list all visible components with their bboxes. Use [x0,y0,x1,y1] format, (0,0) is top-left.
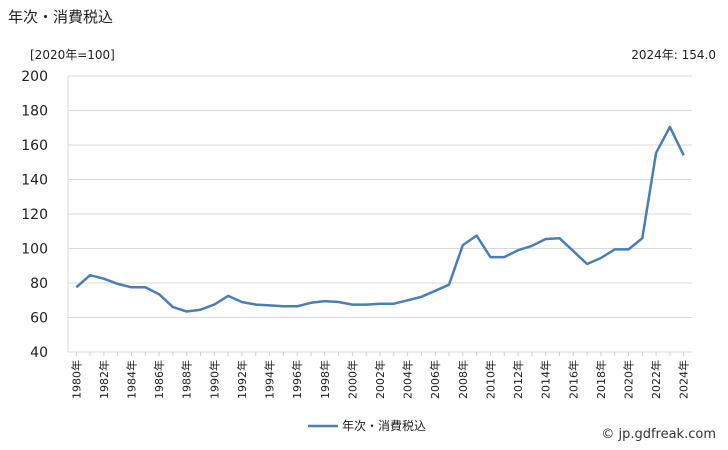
x-axis-ticks: 1980年 1982年 1984年 1986年 1988年 1990年 1992年 1994年… [69,352,691,399]
y-axis-ticks: 40 60 80 100 120 140 160 180 200 [21,69,48,361]
y-tick-label: 160 [21,138,48,154]
legend: 年次・消費税込 [308,418,426,433]
x-tick-label: 1988年 [180,360,194,399]
y-tick-label: 60 [30,311,48,327]
x-tick-label: 1980年 [69,360,83,399]
y-tick-label: 40 [30,345,48,361]
y-tick-label: 120 [21,207,48,223]
x-tick-label: 2014年 [539,360,553,399]
x-tick-label: 2004年 [401,360,415,399]
y-tick-label: 140 [21,173,48,189]
y-tick-label: 80 [30,276,48,292]
x-tick-label: 1992年 [235,360,249,399]
source-credit: © jp.gdfreak.com [601,427,716,442]
x-tick-label: 1984年 [125,360,139,399]
series-layer [75,125,685,313]
x-tick-label: 1990年 [207,360,221,399]
x-tick-label: 2010年 [483,360,497,399]
x-tick-label: 2002年 [373,360,387,399]
x-tick-label: 2008年 [456,360,470,399]
gridlines [67,75,692,353]
unit-label: [2020年=100] [30,48,115,62]
y-tick-label: 180 [21,104,48,120]
x-tick-label: 2000年 [345,360,359,399]
x-tick-label: 1982年 [97,360,111,399]
x-tick-label: 1994年 [263,360,277,399]
legend-label: 年次・消費税込 [342,418,426,433]
x-tick-label: 1998年 [318,360,332,399]
y-tick-label: 200 [21,69,48,85]
x-tick-label: 2018年 [594,360,608,399]
x-tick-label: 2016年 [566,360,580,399]
chart-title: 年次・消費税込 [8,8,114,26]
x-tick-label: 1986年 [152,360,166,399]
x-tick-label: 2006年 [428,360,442,399]
x-tick-label: 1996年 [290,360,304,399]
x-tick-label: 2020年 [621,360,635,399]
series-line [75,125,685,313]
x-tick-label: 2022年 [649,360,663,399]
y-tick-label: 100 [21,242,48,258]
x-tick-label: 2012年 [511,360,525,399]
x-tick-label: 2024年 [677,360,691,399]
latest-value-label: 2024年: 154.0 [631,48,716,62]
